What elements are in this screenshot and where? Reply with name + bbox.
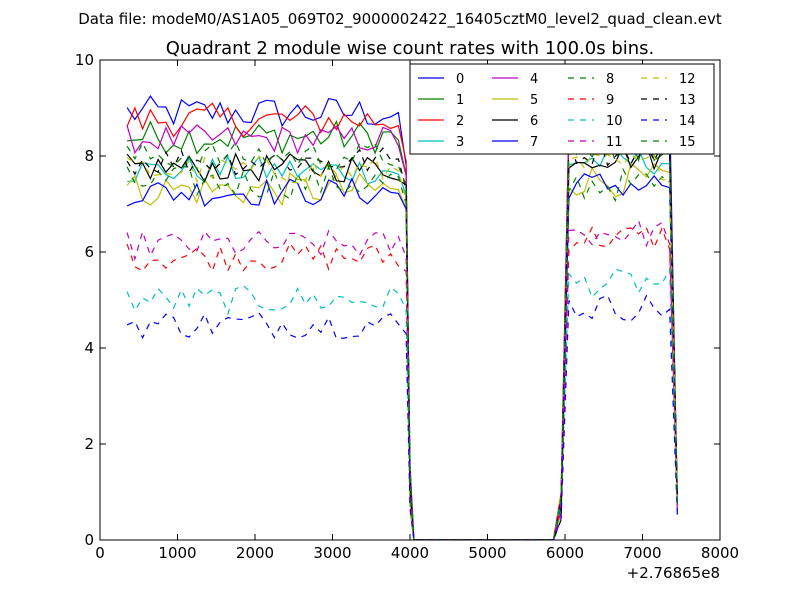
x-tick-label: 4000 [391,544,429,562]
x-tick-label: 7000 [623,544,661,562]
x-axis-offset-label: +2.76865e8 [627,564,720,582]
legend-label-11: 11 [606,135,623,150]
legend-label-1: 1 [456,93,464,108]
series-line-8 [126,165,678,540]
x-tick-label: 2000 [236,544,274,562]
legend-label-12: 12 [679,72,696,87]
y-tick-label: 6 [84,243,94,261]
series-line-7 [126,173,678,540]
legend-label-2: 2 [456,114,464,129]
series-layer [126,95,678,540]
series-line-14 [126,294,678,540]
legend-label-7: 7 [530,135,538,150]
series-line-11 [126,219,678,540]
x-tick-label: 3000 [313,544,351,562]
x-tick-label: 0 [95,544,105,562]
y-tick-label: 0 [84,531,94,549]
series-line-9 [126,226,678,540]
legend-label-9: 9 [606,93,614,108]
series-line-10 [126,266,678,540]
y-tick-label: 8 [84,147,94,165]
x-tick-label: 1000 [158,544,196,562]
series-line-15 [126,132,678,540]
legend-label-10: 10 [606,114,623,129]
legend-label-8: 8 [606,72,614,87]
chart-title: Quadrant 2 module wise count rates with … [166,38,655,59]
y-tick-label: 4 [84,339,94,357]
x-tick-label: 6000 [546,544,584,562]
x-axis-ticks: 0 1000 2000 3000 4000 5000 6000 7000 8000 [95,60,739,562]
legend-frame [409,63,715,155]
legend-label-13: 13 [679,93,696,108]
series-line-12 [126,152,678,540]
y-tick-label: 2 [84,435,94,453]
series-line-13 [126,138,678,540]
legend-label-14: 14 [679,114,696,129]
x-tick-label: 8000 [701,544,739,562]
legend-label-15: 15 [679,135,696,150]
legend-label-4: 4 [530,72,538,87]
legend-label-5: 5 [530,93,538,108]
legend-label-3: 3 [456,135,464,150]
legend-label-0: 0 [456,72,464,87]
chart-suptitle: Data file: modeM0/AS1A05_069T02_90000024… [78,10,722,29]
legend-label-6: 6 [530,114,538,129]
x-tick-label: 5000 [468,544,506,562]
y-tick-label: 10 [75,51,94,69]
